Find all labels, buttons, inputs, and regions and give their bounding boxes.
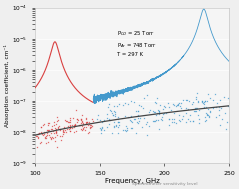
Text: Spectrometer sensitivity level: Spectrometer sensitivity level bbox=[131, 182, 197, 186]
Y-axis label: Absorption coefficient, cm⁻¹: Absorption coefficient, cm⁻¹ bbox=[4, 44, 10, 127]
Text: P$_{CO}$ = 25 Torr
P$_{Ar}$ = 748 Torr
T = 297 K: P$_{CO}$ = 25 Torr P$_{Ar}$ = 748 Torr T… bbox=[117, 29, 156, 57]
X-axis label: Frequency, GHz: Frequency, GHz bbox=[105, 178, 159, 184]
